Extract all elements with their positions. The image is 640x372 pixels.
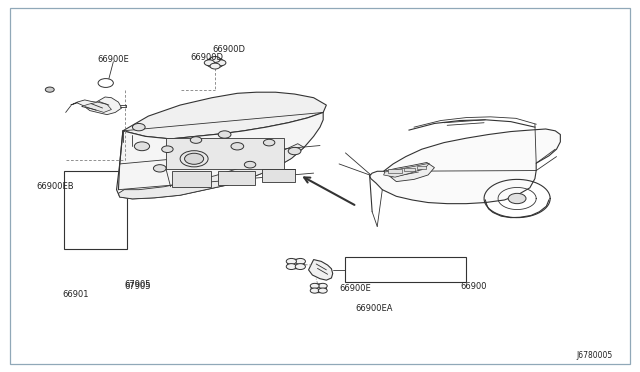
Polygon shape (71, 97, 122, 115)
Text: J6780005: J6780005 (576, 351, 612, 360)
Polygon shape (308, 260, 333, 280)
Circle shape (132, 124, 145, 131)
Text: 66900E: 66900E (97, 55, 129, 64)
Polygon shape (369, 129, 561, 203)
FancyBboxPatch shape (404, 168, 415, 171)
Circle shape (190, 137, 202, 143)
Polygon shape (116, 112, 323, 199)
Circle shape (206, 58, 224, 68)
Text: 67905: 67905 (124, 282, 150, 291)
Circle shape (210, 63, 220, 69)
Text: 66900: 66900 (460, 282, 486, 291)
FancyBboxPatch shape (173, 171, 211, 187)
FancyBboxPatch shape (417, 166, 426, 169)
Circle shape (154, 165, 166, 172)
Circle shape (508, 193, 526, 203)
Circle shape (210, 57, 220, 62)
FancyBboxPatch shape (262, 170, 294, 182)
FancyBboxPatch shape (166, 138, 284, 170)
Text: 66900EA: 66900EA (355, 304, 392, 312)
Text: 66900D: 66900D (212, 45, 245, 54)
FancyBboxPatch shape (218, 171, 255, 185)
Polygon shape (383, 163, 435, 182)
Text: 66901: 66901 (62, 290, 88, 299)
Polygon shape (81, 102, 111, 112)
Polygon shape (383, 163, 429, 177)
Circle shape (134, 142, 150, 151)
Circle shape (98, 78, 113, 87)
Circle shape (318, 283, 327, 289)
Circle shape (295, 259, 305, 264)
Circle shape (45, 87, 54, 92)
Circle shape (310, 288, 319, 293)
Circle shape (295, 264, 305, 270)
Circle shape (184, 153, 204, 164)
FancyBboxPatch shape (388, 170, 402, 173)
Circle shape (264, 139, 275, 146)
Circle shape (180, 151, 208, 167)
Text: 66900EB: 66900EB (36, 182, 74, 190)
Text: 66900D: 66900D (190, 54, 223, 62)
Circle shape (216, 60, 226, 66)
Polygon shape (118, 144, 304, 199)
Text: 66900E: 66900E (339, 285, 371, 294)
Circle shape (318, 288, 327, 293)
Circle shape (204, 60, 214, 66)
Circle shape (310, 283, 319, 289)
Circle shape (311, 284, 326, 293)
Circle shape (286, 259, 296, 264)
Text: 67905: 67905 (124, 280, 150, 289)
Circle shape (231, 142, 244, 150)
Circle shape (287, 259, 304, 269)
Circle shape (162, 146, 173, 153)
Circle shape (218, 131, 231, 138)
Polygon shape (123, 92, 326, 139)
Circle shape (288, 147, 301, 155)
Circle shape (244, 161, 256, 168)
Circle shape (286, 264, 296, 270)
